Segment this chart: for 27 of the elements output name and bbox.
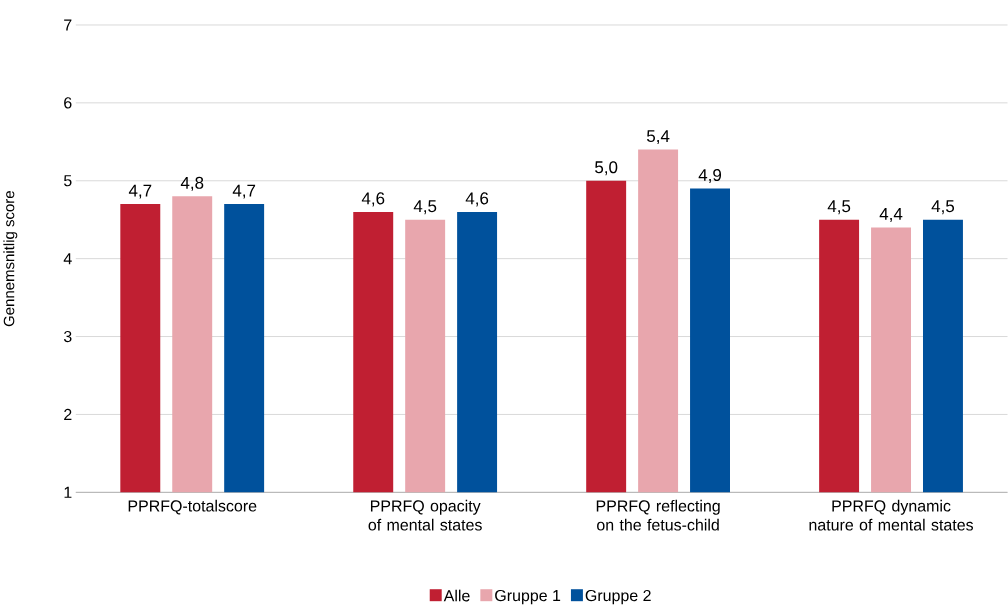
data-label: 4,5 bbox=[931, 200, 955, 215]
data-label: 4,7 bbox=[232, 184, 256, 199]
y-tick-label: 5 bbox=[63, 175, 72, 187]
data-label: 4,5 bbox=[413, 200, 437, 215]
y-tick-label: 2 bbox=[64, 408, 72, 421]
data-label: 4,9 bbox=[698, 169, 722, 184]
legend-label: Alle bbox=[443, 589, 470, 602]
data-label: 4,7 bbox=[128, 184, 152, 199]
data-label: 4,6 bbox=[361, 192, 385, 207]
x-tick-label: PPRFQ-totalscore bbox=[128, 499, 257, 515]
y-tick-label: 7 bbox=[64, 19, 72, 31]
y-tick-label: 1 bbox=[64, 486, 72, 498]
data-label: 4,8 bbox=[180, 176, 204, 191]
y-tick-label: 4 bbox=[63, 253, 72, 265]
legend-label: Gruppe 2 bbox=[585, 590, 651, 605]
x-tick-label: PPRFQ dynamic nature of mental states bbox=[809, 499, 974, 531]
x-tick-label: PPRFQ reflecting on the fetus-child bbox=[596, 499, 720, 531]
y-tick-label: 6 bbox=[64, 97, 72, 109]
y-axis-title: Gennemsnitlig score bbox=[3, 191, 18, 327]
data-label: 4,4 bbox=[879, 208, 903, 223]
x-tick-label: PPRFQ opacity of mental states bbox=[368, 499, 482, 531]
data-label: 5,0 bbox=[595, 161, 618, 176]
legend-label: Gruppe 1 bbox=[495, 590, 561, 605]
y-tick-label: 3 bbox=[63, 331, 72, 343]
data-label: 4,5 bbox=[827, 200, 851, 215]
data-label: 4,6 bbox=[465, 192, 489, 207]
data-label: 5,4 bbox=[646, 130, 670, 145]
